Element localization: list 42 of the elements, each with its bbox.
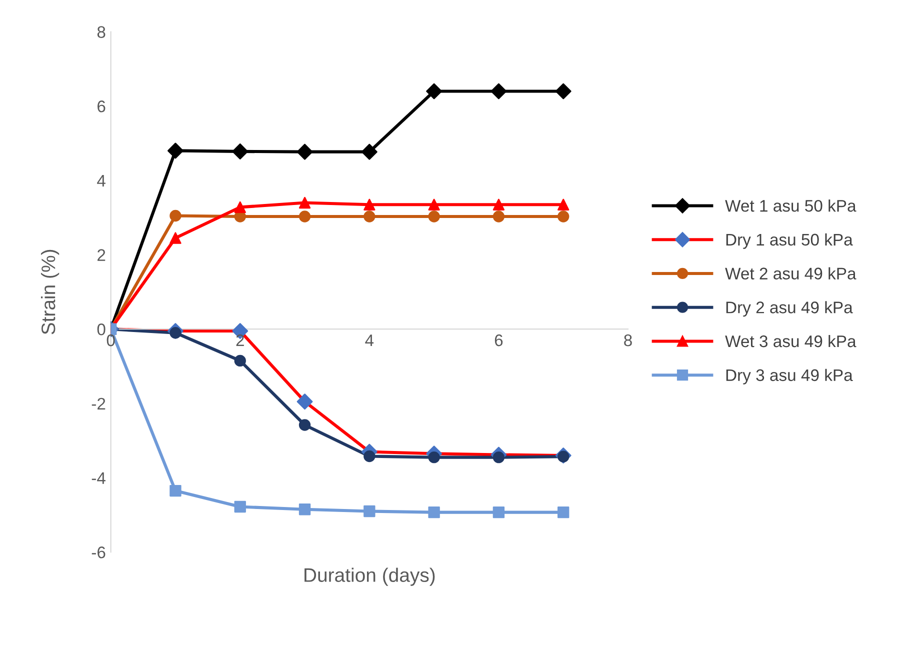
y-tick-label: 0: [97, 324, 106, 336]
legend-label: Wet 3 asu 49 kPa: [725, 334, 856, 348]
point: [296, 394, 313, 410]
x-tick-label: 2: [236, 334, 244, 346]
y-tick-label: 6: [98, 100, 106, 112]
point: [232, 143, 248, 160]
y-tick-label: 4: [97, 175, 106, 186]
y-tick-label: 2: [98, 249, 106, 261]
point: [364, 505, 376, 518]
legend-label: Dry 1 asu 50 kPa: [726, 233, 853, 249]
x-axis-title: Duration (days): [304, 568, 435, 586]
x-tick-label: 4: [365, 334, 374, 346]
y-tick-label: -4: [92, 472, 106, 484]
legend-label: Wet 2 asu 49 kPa: [725, 267, 856, 280]
point: [426, 83, 442, 100]
y-axis-title: Strain (%): [40, 250, 60, 334]
legend-label: Dry 3 asu 49 kPa: [726, 368, 853, 384]
point: [428, 198, 440, 210]
point: [492, 198, 505, 210]
point: [298, 504, 311, 516]
point: [296, 144, 313, 160]
point: [364, 198, 376, 210]
point: [558, 506, 570, 518]
point: [170, 484, 182, 497]
y-tick-label: -6: [92, 546, 106, 558]
point: [558, 198, 570, 210]
x-tick-label: 8: [624, 334, 632, 346]
point: [170, 232, 182, 244]
point: [234, 201, 246, 214]
point: [428, 506, 440, 518]
legend-label: Wet 1 asu 50 kPa: [725, 200, 856, 212]
point: [492, 506, 505, 518]
point: [298, 196, 311, 209]
point: [361, 144, 378, 160]
x-tick-label: 6: [494, 334, 503, 346]
y-tick-label: -2: [92, 398, 106, 410]
point: [234, 500, 246, 513]
legend-label: Dry 2 asu 49 kPa: [726, 301, 853, 317]
point: [490, 83, 507, 100]
point: [167, 142, 184, 159]
point: [555, 83, 572, 100]
y-tick-label: 8: [97, 26, 106, 38]
